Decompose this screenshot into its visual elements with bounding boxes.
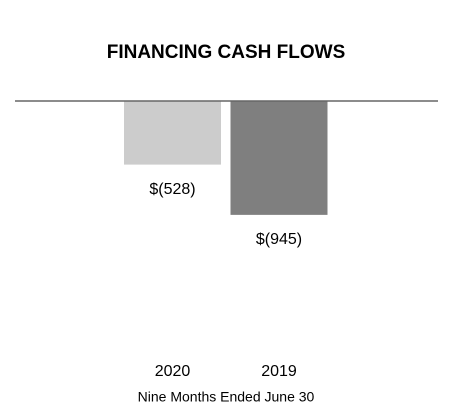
value-label: $(945)	[256, 231, 302, 248]
value-label: $(528)	[149, 181, 195, 198]
x-tick-label: 2019	[261, 363, 297, 380]
x-tick-label: 2020	[155, 363, 191, 380]
bar	[230, 101, 328, 215]
x-axis-label: Nine Months Ended June 30	[138, 389, 315, 405]
bar	[124, 101, 221, 165]
chart-title: FINANCING CASH FLOWS	[107, 42, 346, 63]
